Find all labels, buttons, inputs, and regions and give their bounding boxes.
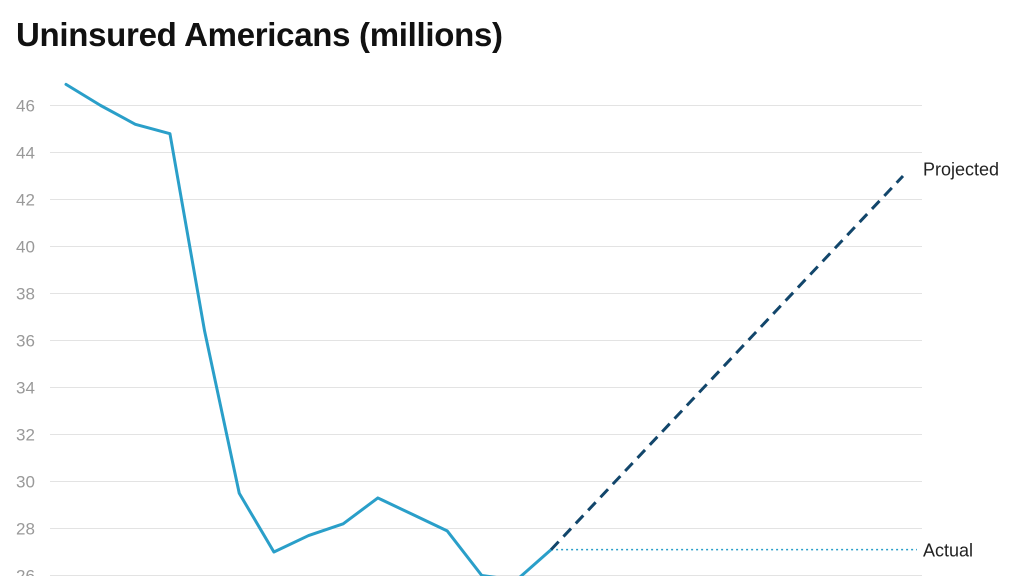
series-labels: Projected Actual (923, 160, 999, 561)
y-tick-label: 32 (16, 426, 35, 445)
y-tick-label: 40 (16, 238, 35, 257)
y-tick-label: 36 (16, 332, 35, 351)
y-tick-label: 42 (16, 191, 35, 210)
chart-title: Uninsured Americans (millions) (16, 16, 503, 53)
y-axis-ticks: 26 28 30 32 34 36 38 40 42 44 46 (16, 97, 35, 576)
grid-lines (50, 105, 922, 576)
y-tick-label: 34 (16, 379, 35, 398)
y-tick-label: 38 (16, 285, 35, 304)
actual-series-label: Actual (923, 541, 973, 561)
historical-series-line (64, 82, 553, 576)
series-lines (64, 82, 917, 576)
y-tick-label: 30 (16, 473, 35, 492)
projected-series-line (550, 174, 905, 551)
y-tick-label: 28 (16, 520, 35, 539)
projected-series-label: Projected (923, 160, 999, 180)
y-tick-label: 44 (16, 144, 35, 163)
y-tick-label: 26 (16, 567, 35, 576)
y-tick-label: 46 (16, 97, 35, 116)
